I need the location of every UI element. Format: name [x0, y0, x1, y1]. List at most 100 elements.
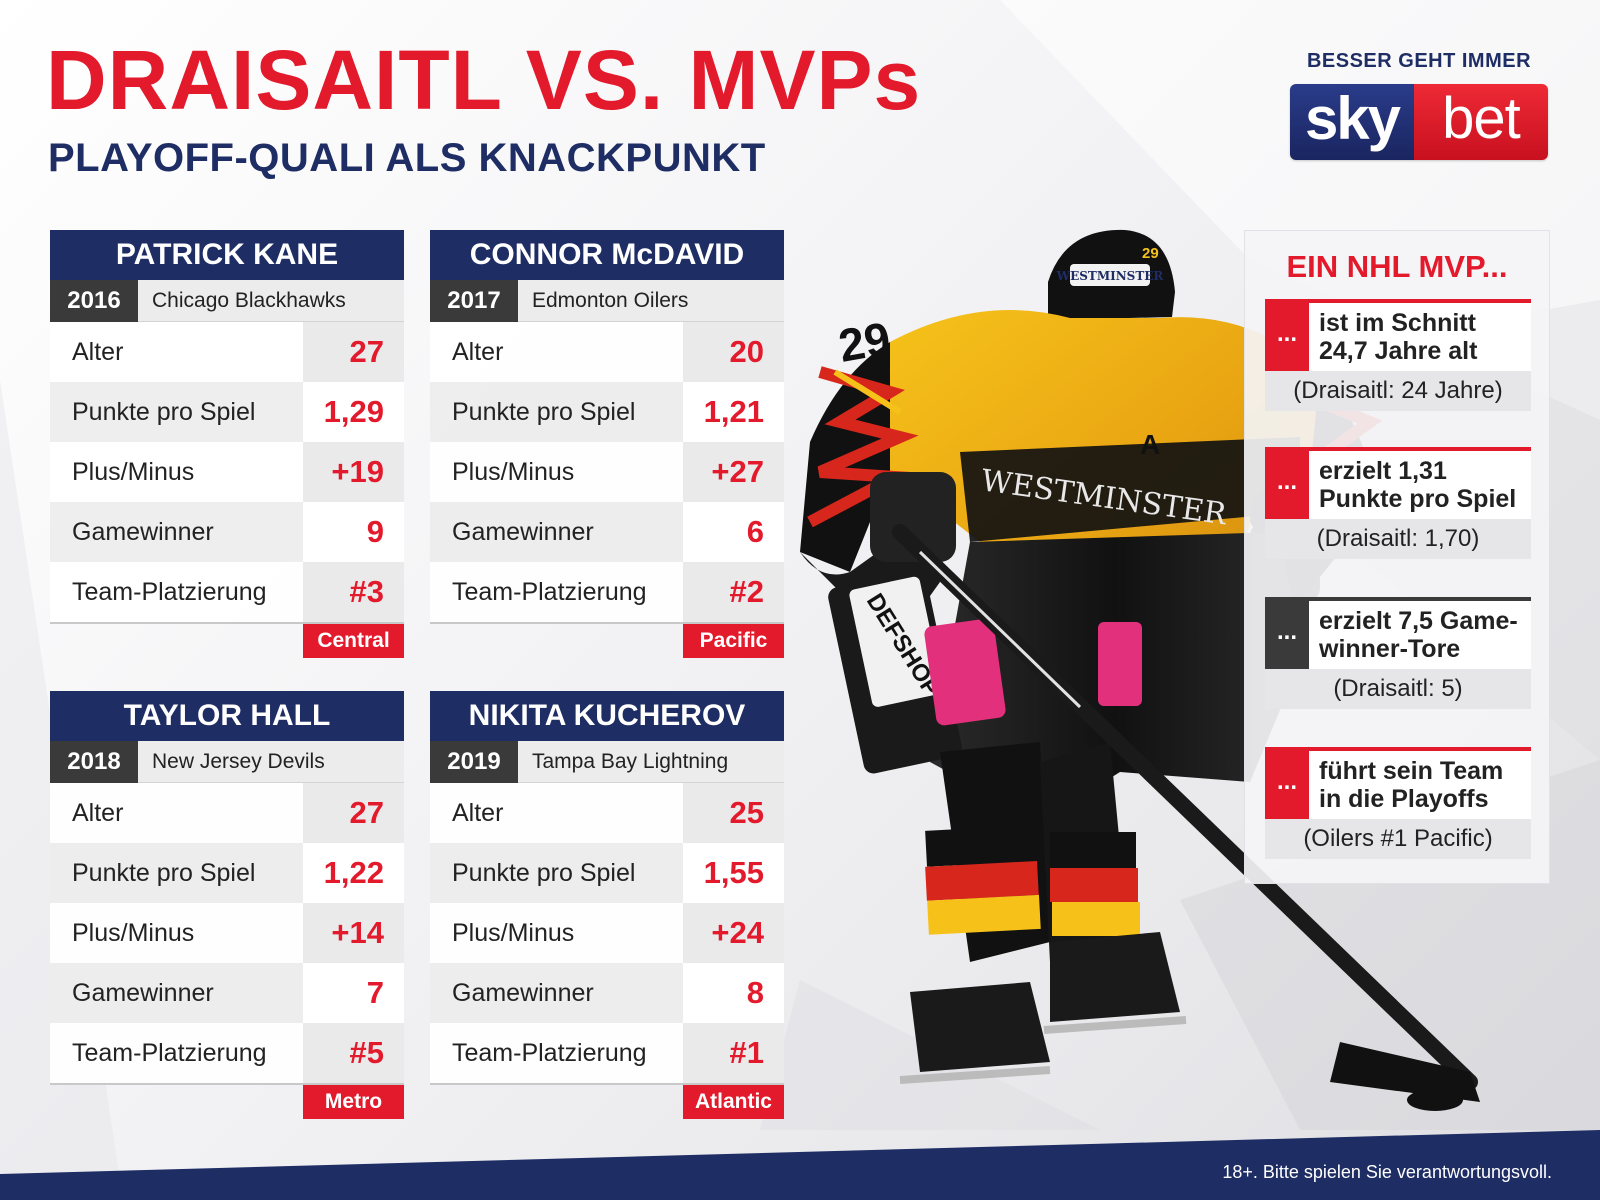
division-badge: Pacific: [683, 624, 784, 658]
mvp-item-head: ... erzielt 1,31 Punkte pro Spiel: [1265, 447, 1531, 519]
stat-row-team-rank: Team-Platzierung #5: [50, 1023, 404, 1083]
card-divider: [430, 622, 784, 624]
stat-label: Punkte pro Spiel: [50, 382, 303, 442]
stat-value: #5: [303, 1023, 404, 1083]
mvp-item-playoffs: ... führt sein Team in die Playoffs (Oil…: [1265, 747, 1531, 859]
player-season: 2019 Tampa Bay Lightning: [430, 741, 784, 783]
stat-label: Gamewinner: [430, 502, 683, 562]
mvp-item-line: winner-Tore: [1319, 635, 1461, 663]
card-divider: [50, 622, 404, 624]
stat-label: Team-Platzierung: [50, 1023, 303, 1083]
page-subtitle: PLAYOFF-QUALI ALS KNACKPUNKT: [48, 136, 766, 180]
player-card-mcdavid: CONNOR McDAVID 2017 Edmonton Oilers Alte…: [430, 230, 784, 658]
stat-row-plusminus: Plus/Minus +14: [50, 903, 404, 963]
season-year: 2017: [430, 280, 518, 322]
division-badge: Atlantic: [683, 1085, 784, 1119]
stat-label: Punkte pro Spiel: [430, 382, 683, 442]
mvp-item-comparison: (Oilers #1 Pacific): [1265, 819, 1531, 859]
stat-value: +14: [303, 903, 404, 963]
mvp-item-line: führt sein Team: [1319, 757, 1504, 785]
stat-row-plusminus: Plus/Minus +24: [430, 903, 784, 963]
ellipsis-icon: ...: [1265, 601, 1309, 669]
mvp-item-comparison: (Draisaitl: 5): [1265, 669, 1531, 709]
mvp-item-points: ... erzielt 1,31 Punkte pro Spiel (Drais…: [1265, 447, 1531, 559]
season-year: 2019: [430, 741, 518, 783]
stat-value: #2: [683, 562, 784, 622]
stat-value: +27: [683, 442, 784, 502]
stat-value: 7: [303, 963, 404, 1023]
stat-value: 1,21: [683, 382, 784, 442]
logo-bet-text: bet: [1414, 84, 1548, 160]
stat-row-gamewinner: Gamewinner 7: [50, 963, 404, 1023]
mvp-panel: EIN NHL MVP... ... ist im Schnitt 24,7 J…: [1244, 230, 1550, 884]
logo-sky-text: sky: [1290, 84, 1414, 160]
mvp-item-gamewinner: ... erzielt 7,5 Game- winner-Tore (Drais…: [1265, 597, 1531, 709]
stat-label: Alter: [430, 322, 683, 382]
player-name: CONNOR McDAVID: [430, 230, 784, 280]
stat-value: +19: [303, 442, 404, 502]
team-name: Tampa Bay Lightning: [518, 741, 784, 783]
stat-row-points: Punkte pro Spiel 1,55: [430, 843, 784, 903]
stat-row-age: Alter 27: [50, 322, 404, 382]
stat-value: 9: [303, 502, 404, 562]
stat-label: Gamewinner: [50, 502, 303, 562]
stat-value: 27: [303, 783, 404, 843]
player-name: NIKITA KUCHEROV: [430, 691, 784, 741]
stat-row-points: Punkte pro Spiel 1,21: [430, 382, 784, 442]
stat-value: +24: [683, 903, 784, 963]
stat-label: Punkte pro Spiel: [430, 843, 683, 903]
mvp-item-line: erzielt 1,31: [1319, 457, 1447, 485]
stat-value: 8: [683, 963, 784, 1023]
stat-row-age: Alter 27: [50, 783, 404, 843]
mvp-item-comparison: (Draisaitl: 1,70): [1265, 519, 1531, 559]
player-name: PATRICK KANE: [50, 230, 404, 280]
mvp-item-text: ist im Schnitt 24,7 Jahre alt: [1309, 303, 1531, 371]
mvp-panel-title: EIN NHL MVP...: [1286, 249, 1508, 284]
ellipsis-icon: ...: [1265, 751, 1309, 819]
stat-label: Plus/Minus: [50, 442, 303, 502]
stat-label: Gamewinner: [430, 963, 683, 1023]
stat-row-gamewinner: Gamewinner 9: [50, 502, 404, 562]
stat-value: 1,55: [683, 843, 784, 903]
player-card-kucherov: NIKITA KUCHEROV 2019 Tampa Bay Lightning…: [430, 691, 784, 1119]
mvp-item-line: in die Playoffs: [1319, 785, 1489, 813]
stat-row-team-rank: Team-Platzierung #2: [430, 562, 784, 622]
team-name: Edmonton Oilers: [518, 280, 784, 322]
stat-label: Team-Platzierung: [430, 562, 683, 622]
stat-row-age: Alter 25: [430, 783, 784, 843]
stat-value: 20: [683, 322, 784, 382]
team-name: New Jersey Devils: [138, 741, 404, 783]
mvp-item-head: ... führt sein Team in die Playoffs: [1265, 747, 1531, 819]
stat-row-points: Punkte pro Spiel 1,29: [50, 382, 404, 442]
mvp-item-line: 24,7 Jahre alt: [1319, 337, 1478, 365]
stat-label: Plus/Minus: [430, 903, 683, 963]
stat-row-gamewinner: Gamewinner 6: [430, 502, 784, 562]
stat-value: 1,22: [303, 843, 404, 903]
stat-value: 1,29: [303, 382, 404, 442]
stat-label: Alter: [50, 322, 303, 382]
player-name: TAYLOR HALL: [50, 691, 404, 741]
stat-value: 25: [683, 783, 784, 843]
player-season: 2018 New Jersey Devils: [50, 741, 404, 783]
jersey-number-text: 29: [835, 312, 894, 372]
mvp-item-line: erzielt 7,5 Game-: [1319, 607, 1518, 635]
stat-row-team-rank: Team-Platzierung #1: [430, 1023, 784, 1083]
mvp-item-text: erzielt 1,31 Punkte pro Spiel: [1309, 451, 1531, 519]
stat-value: #3: [303, 562, 404, 622]
helmet-number-text: 29: [1142, 245, 1159, 262]
mvp-item-line: ist im Schnitt: [1319, 309, 1476, 337]
responsible-gambling-note: 18+. Bitte spielen Sie verantwortungsvol…: [1222, 1162, 1552, 1182]
footer-band: [0, 1130, 1600, 1200]
mvp-item-head: ... erzielt 7,5 Game- winner-Tore: [1265, 597, 1531, 669]
stat-row-age: Alter 20: [430, 322, 784, 382]
logo-box: sky bet: [1290, 84, 1548, 160]
stat-label: Gamewinner: [50, 963, 303, 1023]
stat-row-plusminus: Plus/Minus +19: [50, 442, 404, 502]
stat-label: Punkte pro Spiel: [50, 843, 303, 903]
stat-label: Plus/Minus: [430, 442, 683, 502]
team-name: Chicago Blackhawks: [138, 280, 404, 322]
player-season: 2017 Edmonton Oilers: [430, 280, 784, 322]
card-divider: [430, 1083, 784, 1085]
mvp-item-comparison: (Draisaitl: 24 Jahre): [1265, 371, 1531, 411]
stat-label: Alter: [430, 783, 683, 843]
